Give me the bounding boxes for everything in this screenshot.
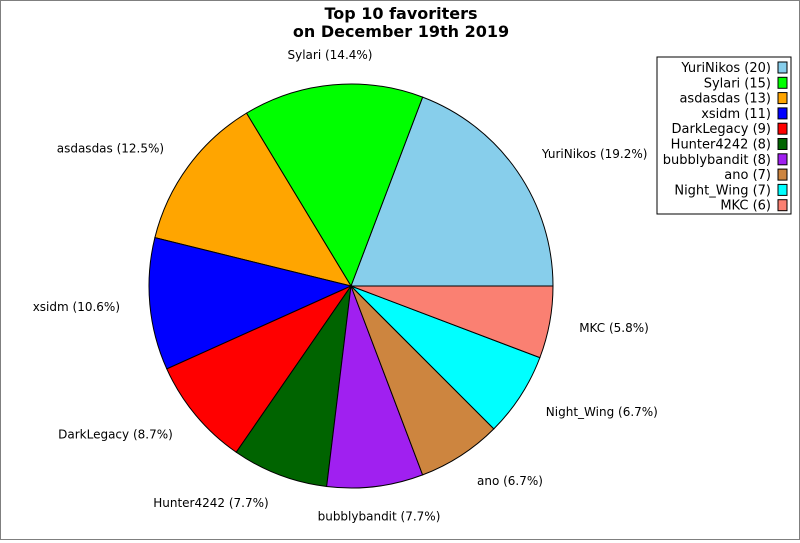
slice-label-mkc: MKC (5.8%): [579, 321, 649, 335]
slice-label-sylari: Sylari (14.4%): [288, 48, 373, 62]
legend-swatch-yurinikos: [777, 61, 788, 74]
legend-swatch-asdasdas: [777, 92, 788, 105]
slice-label-darklegacy: DarkLegacy (8.7%): [58, 428, 173, 442]
slice-label-ano: ano (6.7%): [477, 474, 543, 488]
legend-swatch-night-wing: [777, 183, 788, 196]
legend-label-night-wing: Night_Wing (7): [674, 183, 771, 198]
legend-swatch-xsidm: [777, 107, 788, 120]
pie-slice-mkc: [350, 285, 554, 359]
pie-slice-yurinikos: [350, 96, 554, 287]
slice-label-yurinikos: YuriNikos (19.2%): [541, 147, 648, 161]
chart-title-line-1: Top 10 favoriters: [324, 4, 477, 23]
legend-swatch-sylari: [777, 76, 788, 89]
legend-label-mkc: MKC (6): [720, 199, 771, 214]
pie-slice-darklegacy: [166, 284, 353, 453]
slice-label-night-wing: Night_Wing (6.7%): [546, 405, 658, 419]
pie-slice-xsidm: [148, 237, 353, 370]
pie-slice-bubblybandit: [326, 285, 424, 489]
slice-label-hunter4242: Hunter4242 (7.7%): [153, 496, 268, 510]
pie-slices: [148, 83, 554, 489]
slice-label-asdasdas: asdasdas (12.5%): [57, 142, 164, 156]
legend: YuriNikos (20)Sylari (15)asdasdas (13)xs…: [656, 56, 792, 215]
legend-label-yurinikos: YuriNikos (20): [680, 61, 771, 76]
legend-label-bubblybandit: bubblybandit (8): [663, 153, 771, 168]
pie-slice-hunter4242: [235, 285, 352, 488]
legend-label-ano: ano (7): [724, 168, 771, 183]
legend-label-sylari: Sylari (15): [704, 76, 771, 91]
pie-slice-sylari: [245, 83, 424, 288]
legend-label-darklegacy: DarkLegacy (9): [672, 122, 771, 137]
legend-swatch-darklegacy: [777, 122, 788, 135]
chart-title-line-2: on December 19th 2019: [293, 22, 509, 41]
legend-swatch-ano: [777, 168, 788, 181]
slice-labels: YuriNikos (19.2%) Sylari (14.4%) asdasdas …: [33, 48, 658, 523]
pie-slice-asdasdas: [154, 112, 353, 287]
legend-swatch-mkc: [777, 199, 788, 212]
legend-label-asdasdas: asdasdas (13): [679, 92, 771, 107]
legend-swatch-hunter4242: [777, 138, 788, 150]
legend-swatch-bubblybandit: [777, 153, 788, 166]
legend-label-hunter4242: Hunter4242 (8): [671, 138, 771, 153]
legend-box: [656, 56, 792, 215]
slice-label-bubblybandit: bubblybandit (7.7%): [318, 509, 441, 523]
legend-label-xsidm: xsidm (11): [701, 107, 771, 122]
slice-label-xsidm: xsidm (10.6%): [33, 300, 120, 314]
